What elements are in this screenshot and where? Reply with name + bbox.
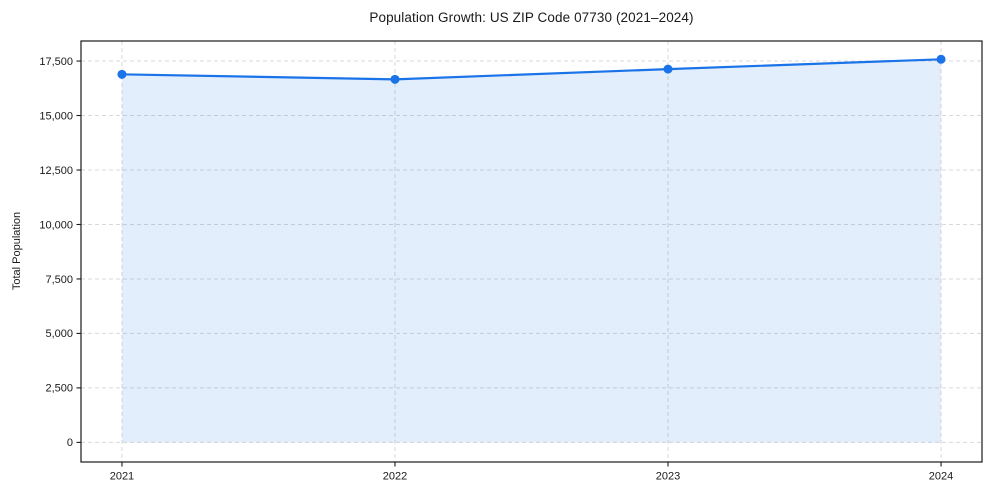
area-fill xyxy=(121,59,942,443)
y-tick-label: 10,000 xyxy=(39,219,73,231)
trend-line xyxy=(120,58,943,81)
axis-ticks xyxy=(76,60,942,467)
y-tick-label: 7,500 xyxy=(45,274,73,286)
data-point-2021 xyxy=(117,69,127,79)
axis-tick-labels: 0 2,500 5,000 7,500 10,000 12,500 15,000 17,500… xyxy=(39,56,953,483)
x-tick-label: 2024 xyxy=(929,471,953,483)
x-tick-label: 2021 xyxy=(110,471,134,483)
data-point-2024 xyxy=(936,54,946,64)
y-tick-label: 2,500 xyxy=(45,383,73,395)
y-tick-label: 17,500 xyxy=(39,56,73,68)
y-tick-label: 15,000 xyxy=(39,110,73,122)
y-tick-label: 12,500 xyxy=(39,165,73,177)
y-tick-label: 5,000 xyxy=(45,328,73,340)
x-tick-label: 2022 xyxy=(383,471,407,483)
plot-border xyxy=(80,40,983,463)
data-point-2022 xyxy=(390,74,400,84)
x-tick-label: 2023 xyxy=(656,471,680,483)
gridlines xyxy=(81,41,982,462)
y-tick-label: 0 xyxy=(67,437,73,449)
chart-title: Population Growth: US ZIP Code 07730 (20… xyxy=(369,10,694,25)
data-point-2023 xyxy=(663,64,673,74)
